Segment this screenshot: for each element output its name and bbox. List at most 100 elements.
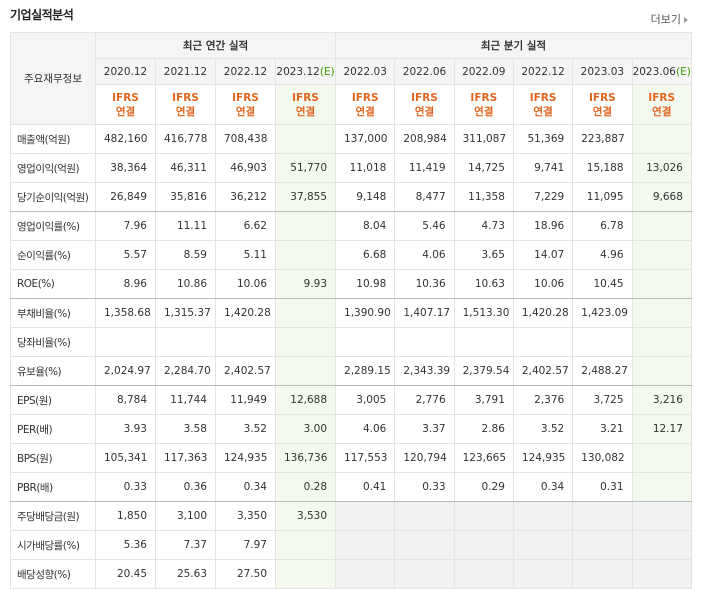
column-date: 2021.12	[163, 65, 208, 78]
value-cell: 3,005	[335, 385, 396, 415]
column-header: 2021.12	[155, 58, 216, 85]
value-cell	[335, 530, 396, 560]
value-cell: 12.17	[631, 414, 692, 444]
value-cell: 14,725	[453, 153, 514, 183]
value-cell: 15,188	[572, 153, 633, 183]
data-row: 순이익률(%) 5.57 8.59 5.11 6.68 4.06 3.65 14.07 4.96	[10, 240, 692, 270]
value-cell: 4.06	[335, 414, 396, 444]
value-cell: 8,784	[95, 385, 156, 415]
value-cell: 38,364	[95, 153, 156, 183]
basis: 연결	[533, 105, 553, 118]
value-cell: 2,284.70	[155, 356, 216, 386]
standard: IFRS	[589, 91, 616, 104]
basis: 연결	[175, 105, 196, 118]
value-cell: 8.04	[335, 211, 396, 241]
value-cell: 2.86	[453, 414, 514, 444]
value-cell: 8.96	[95, 269, 156, 299]
value-cell: 2,488.27	[572, 356, 633, 386]
value-cell: 5.11	[215, 240, 276, 270]
value-cell: 1,420.28	[215, 298, 276, 328]
value-cell: 20.45	[95, 559, 156, 589]
value-cell: 10.86	[155, 269, 216, 299]
row-label: 영업이익률(%)	[10, 211, 96, 241]
data-row: 영업이익률(%) 7.96 11.11 6.62 8.04 5.46 4.73 18.96 6.…	[10, 211, 692, 241]
basis: 연결	[235, 105, 256, 118]
value-cell: 3.52	[215, 414, 276, 444]
value-cell: 0.34	[215, 472, 276, 502]
row-label: 당좌비율(%)	[10, 327, 96, 357]
data-row: PBR(배) 0.33 0.36 0.34 0.28 0.41 0.33 0.29 0.34 0.…	[10, 472, 692, 502]
row-label: 배당성향(%)	[10, 559, 96, 589]
column-header: 2022.12	[512, 58, 574, 85]
value-cell: 11,095	[572, 182, 633, 212]
data-row: 영업이익(억원) 38,364 46,311 46,903 51,770 11,018 11…	[10, 153, 692, 183]
value-cell: 2,376	[512, 385, 574, 415]
value-cell: 4.06	[394, 240, 455, 270]
column-date: 2020.12	[103, 65, 148, 78]
value-cell: 0.29	[453, 472, 514, 502]
row-label: 시가배당률(%)	[10, 530, 96, 560]
value-cell: 2,776	[394, 385, 455, 415]
value-cell	[95, 327, 156, 357]
value-cell: 130,082	[572, 443, 633, 473]
value-cell	[453, 501, 514, 531]
value-cell: 208,984	[394, 124, 455, 154]
value-cell: 11,358	[453, 182, 514, 212]
value-cell	[155, 327, 216, 357]
column-date: 2022.12	[521, 65, 565, 78]
column-header: 2023.12(E)	[274, 58, 337, 85]
value-cell: 0.41	[335, 472, 396, 502]
data-row: 당좌비율(%)	[10, 327, 692, 357]
value-cell	[394, 327, 455, 357]
value-cell	[512, 501, 574, 531]
value-cell	[631, 501, 692, 531]
value-cell: 1,358.68	[95, 298, 156, 328]
column-date: 2023.03	[580, 65, 625, 78]
value-cell	[274, 530, 337, 560]
value-cell	[274, 298, 337, 328]
value-cell: 1,513.30	[453, 298, 514, 328]
value-cell	[631, 559, 692, 589]
value-cell: 2,024.97	[95, 356, 156, 386]
value-cell: 10.06	[512, 269, 574, 299]
column-date: 2022.03	[343, 65, 387, 78]
value-cell: 51,770	[274, 153, 337, 183]
column-header: 2022.12	[215, 58, 276, 85]
standard-cell: IFRS 연결	[572, 84, 633, 125]
value-cell: 1,420.28	[512, 298, 574, 328]
value-cell: 14.07	[512, 240, 574, 270]
data-row: 유보율(%) 2,024.97 2,284.70 2,402.57 2,289.15 2,…	[10, 356, 692, 386]
value-cell	[274, 240, 337, 270]
value-cell: 11,744	[155, 385, 216, 415]
value-cell: 6.78	[572, 211, 633, 241]
row-label: 주당배당금(원)	[10, 501, 96, 531]
value-cell	[512, 559, 574, 589]
value-cell: 0.28	[274, 472, 337, 502]
value-cell: 2,402.57	[512, 356, 574, 386]
value-cell	[631, 472, 692, 502]
value-cell: 0.36	[155, 472, 216, 502]
row-label: PER(배)	[10, 414, 96, 444]
value-cell	[631, 269, 692, 299]
value-cell: 9,668	[631, 182, 692, 212]
data-row: BPS(원) 105,341 117,363 124,935 136,736 117,55…	[10, 443, 692, 473]
basis: 연결	[652, 105, 672, 118]
value-cell: 482,160	[95, 124, 156, 154]
column-header: 2022.06	[394, 58, 455, 85]
standard: IFRS	[112, 91, 139, 104]
value-cell: 120,794	[394, 443, 455, 473]
basis: 연결	[355, 105, 375, 118]
value-cell: 13,026	[631, 153, 692, 183]
row-label: 당기순이익(억원)	[10, 182, 96, 212]
value-cell: 3,725	[572, 385, 633, 415]
value-cell: 8.59	[155, 240, 216, 270]
value-cell: 11,419	[394, 153, 455, 183]
value-cell	[631, 211, 692, 241]
standard-cell: IFRS 연결	[95, 84, 156, 125]
more-link[interactable]: 더보기	[651, 11, 688, 27]
value-cell: 223,887	[572, 124, 633, 154]
value-cell: 4.73	[453, 211, 514, 241]
value-cell	[453, 559, 514, 589]
value-cell: 7.96	[95, 211, 156, 241]
